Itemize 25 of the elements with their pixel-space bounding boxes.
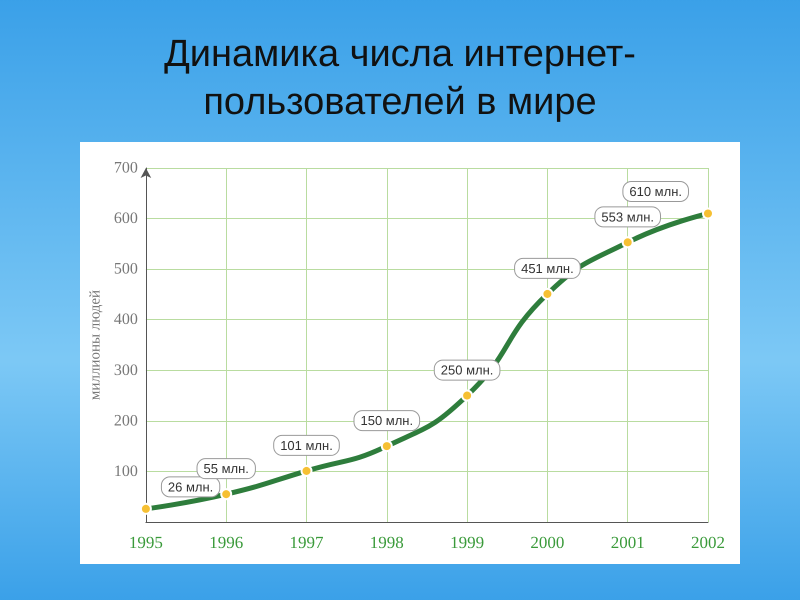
x-tick-label: 2000	[530, 533, 564, 552]
data-label: 55 млн.	[204, 461, 249, 476]
data-label: 26 млн.	[168, 479, 214, 494]
x-tick-label: 1999	[450, 533, 484, 552]
data-label: 553 млн.	[601, 209, 654, 224]
y-tick-label: 700	[114, 160, 138, 176]
y-tick-label: 100	[114, 462, 138, 480]
data-label: 610 млн.	[629, 184, 682, 200]
x-tick-label: 2002	[691, 533, 725, 552]
data-label: 250 млн.	[440, 362, 494, 378]
x-tick-label: 1996	[209, 533, 244, 552]
x-tick-label: 2001	[610, 533, 645, 552]
y-tick-label: 300	[114, 362, 138, 379]
y-tick-label: 400	[114, 311, 138, 328]
data-label: 101 млн.	[280, 438, 333, 453]
chart-title: Динамика числа интернет- пользователей в мире	[163, 32, 637, 125]
x-tick-label: 1997	[290, 533, 324, 552]
y-tick-label: 200	[114, 412, 138, 430]
data-label: 150 млн.	[360, 413, 414, 428]
y-axis-title: миллионы людей	[88, 290, 104, 400]
y-tick-label: 500	[114, 260, 138, 278]
x-tick-label: 1998	[370, 533, 404, 552]
x-tick-label: 1995	[128, 533, 163, 552]
data-label: 451 млн.	[521, 260, 574, 276]
y-tick-label: 600	[114, 210, 138, 228]
